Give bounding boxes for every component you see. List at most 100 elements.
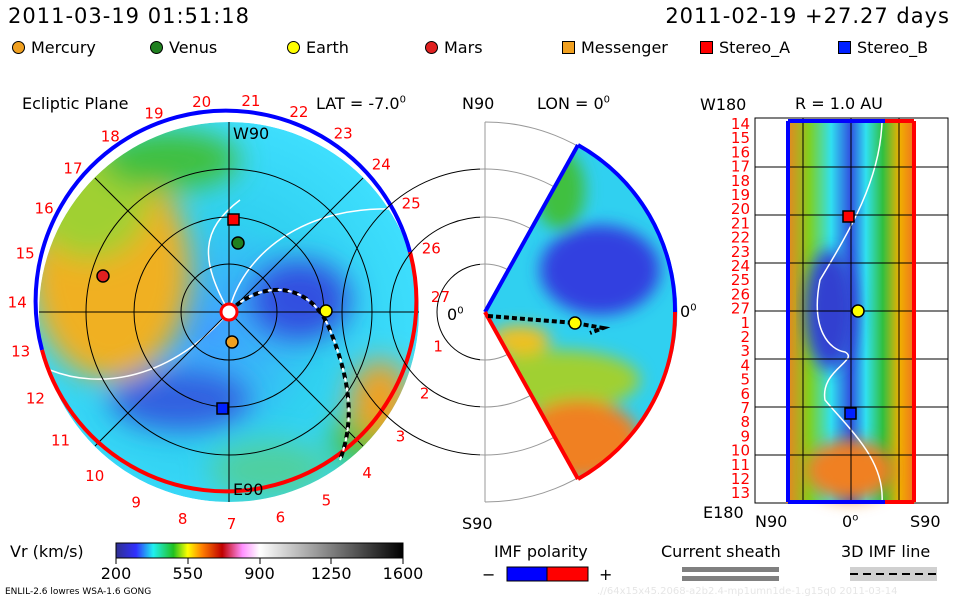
legend-item-stereo-b: Stereo_B <box>838 38 928 57</box>
radial-title: R = 1.0 AU <box>795 94 883 113</box>
stereo-b-marker-radial <box>844 407 857 420</box>
timestamp: 2011-03-19 01:51:18 <box>8 4 251 28</box>
angle-degree: 0 <box>690 302 697 314</box>
legend-item-earth: Earth <box>287 38 349 57</box>
stereo_a-square-icon <box>700 41 713 54</box>
colorbar-tick: 1600 <box>382 564 424 583</box>
day-label: 7 <box>227 515 237 533</box>
day-label: 5 <box>322 491 332 509</box>
legend-label: Earth <box>306 38 349 57</box>
radial-x-right: S90 <box>910 512 941 531</box>
day-label: 4 <box>362 464 372 482</box>
legend-label: Venus <box>169 38 218 57</box>
day-label: 1 <box>740 314 750 332</box>
earth-marker <box>319 304 333 318</box>
ecliptic-right-label: 00 <box>447 305 464 324</box>
day-label: 6 <box>740 385 750 403</box>
legend-item-mercury: Mercury <box>12 38 96 57</box>
earth-circle-icon <box>287 41 300 54</box>
ecliptic-top-label: W90 <box>233 124 270 143</box>
imf-polarity-label: IMF polarity <box>494 542 588 561</box>
colorbar-tick: 1250 <box>310 564 352 583</box>
radial-x-left: N90 <box>755 512 788 531</box>
imf-minus: − <box>482 565 496 584</box>
legend-label: Mars <box>444 38 483 57</box>
earth-marker-radial <box>851 304 865 318</box>
polarity-arc-positive <box>40 251 419 494</box>
legend-label: Messenger <box>581 38 668 57</box>
stereo-a-marker-radial <box>842 210 855 223</box>
day-label: 15 <box>16 245 35 263</box>
messenger-square-icon <box>562 41 575 54</box>
stereo-b-marker <box>216 402 229 415</box>
day-label: 20 <box>192 93 211 111</box>
day-label: 12 <box>26 389 45 407</box>
earth-marker-meridional <box>568 316 582 330</box>
day-label: 26 <box>422 240 441 258</box>
day-label: 24 <box>731 257 750 275</box>
day-label: 11 <box>731 456 750 474</box>
day-label: 16 <box>731 143 750 161</box>
colorbar-tick: 550 <box>172 564 204 583</box>
run-info: .//64x15x45.2068-a2b2.4-mp1umn1de-1.g15q… <box>597 586 898 597</box>
day-label: 5 <box>740 371 750 389</box>
day-label: 16 <box>35 199 54 217</box>
mercury-marker <box>225 335 239 349</box>
day-label: 26 <box>731 285 750 303</box>
day-label: 22 <box>731 229 750 247</box>
day-label: 7 <box>740 399 750 417</box>
colorbar-tick: 200 <box>100 564 132 583</box>
day-label: 2 <box>740 328 750 346</box>
day-label: 27 <box>731 300 750 318</box>
legend-item-messenger: Messenger <box>562 38 668 57</box>
day-label: 12 <box>731 470 750 488</box>
day-label: 25 <box>731 271 750 289</box>
angle-zero: 0 <box>447 305 458 324</box>
model-info: ENLIL-2.6 lowres WSA-1.6 GONG <box>5 587 152 597</box>
day-label: 25 <box>402 195 421 213</box>
day-label: 4 <box>740 356 750 374</box>
day-label: 18 <box>731 172 750 190</box>
lat-value: LAT = -7.0 <box>316 94 400 113</box>
imf-negative-swatch <box>506 566 549 582</box>
legend-label: Stereo_A <box>719 38 791 57</box>
day-label: 10 <box>85 467 104 485</box>
day-label: 8 <box>740 413 750 431</box>
day-label: 18 <box>101 127 120 145</box>
meridional-plot <box>341 120 680 510</box>
day-label: 23 <box>731 243 750 261</box>
polarity-arc-negative <box>33 108 412 351</box>
day-label: 15 <box>731 129 750 147</box>
mercury-circle-icon <box>12 41 25 54</box>
imf-plus: + <box>599 565 613 584</box>
day-label: 8 <box>178 510 188 528</box>
day-label: 9 <box>740 427 750 445</box>
day-label: 23 <box>334 124 353 142</box>
legend-label: Mercury <box>31 38 96 57</box>
lon-value: LON = 0 <box>537 94 604 113</box>
lon-degree: 0 <box>603 94 611 106</box>
meridional-right-label: 00 <box>680 302 697 321</box>
radial-top-label: W180 <box>700 95 747 114</box>
legend-item-stereo-a: Stereo_A <box>700 38 790 57</box>
mars-circle-icon <box>425 41 438 54</box>
day-label: 3 <box>396 428 406 446</box>
day-label: 24 <box>372 156 391 174</box>
x-zero: 0 <box>842 512 853 531</box>
radial-plot: 1415161718192021222324252627123456789101… <box>731 115 949 504</box>
venus-marker <box>231 236 245 250</box>
radial-bottom-label: E180 <box>703 503 744 522</box>
day-label: 17 <box>731 158 750 176</box>
meridional-bottom-label: S90 <box>462 514 493 533</box>
legend-item-venus: Venus <box>150 38 217 57</box>
angle-degree: 0 <box>457 305 464 317</box>
ecliptic-title: Ecliptic Plane <box>22 94 129 113</box>
day-label: 6 <box>276 509 286 527</box>
venus-circle-icon <box>150 41 163 54</box>
meridional-top-label: N90 <box>462 94 495 113</box>
velocity-colorbar <box>115 542 404 559</box>
reference-date: 2011-02-19 +27.27 days <box>665 4 950 28</box>
lon-label: LON = 00 <box>537 94 610 113</box>
x-degree: o <box>852 512 859 524</box>
